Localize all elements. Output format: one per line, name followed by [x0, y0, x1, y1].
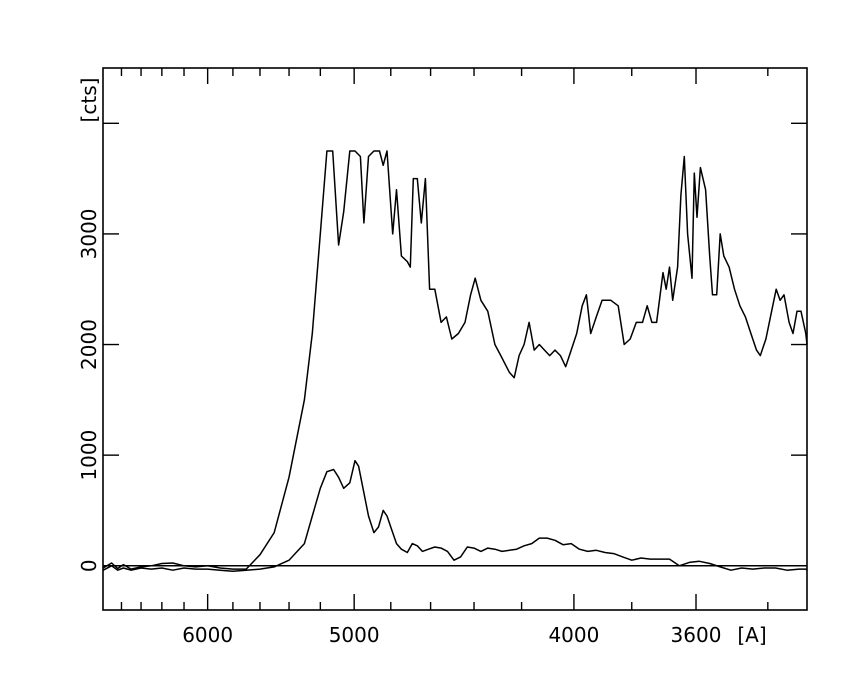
- x-tick-label: 3600: [671, 623, 722, 647]
- y-axis-label: [cts]: [77, 78, 101, 123]
- spectrum-line-1: [102, 150, 808, 570]
- x-axis-label: [A]: [737, 623, 766, 647]
- plot-frame: [102, 67, 808, 611]
- spectrum-series: [102, 150, 808, 573]
- axis-tick-labels: 6000 5000 4000 3600 0 1000 2000 3000: [77, 208, 721, 647]
- x-tick-label: 5000: [329, 623, 380, 647]
- spectrum-line-2: [102, 459, 808, 573]
- axis-ticks: [103, 68, 807, 610]
- y-tick-label: 1000: [77, 430, 101, 481]
- x-tick-label: 4000: [548, 623, 599, 647]
- y-tick-label: 0: [77, 559, 101, 572]
- x-tick-label: 6000: [182, 623, 233, 647]
- y-tick-label: 2000: [77, 319, 101, 370]
- y-tick-label: 3000: [77, 208, 101, 259]
